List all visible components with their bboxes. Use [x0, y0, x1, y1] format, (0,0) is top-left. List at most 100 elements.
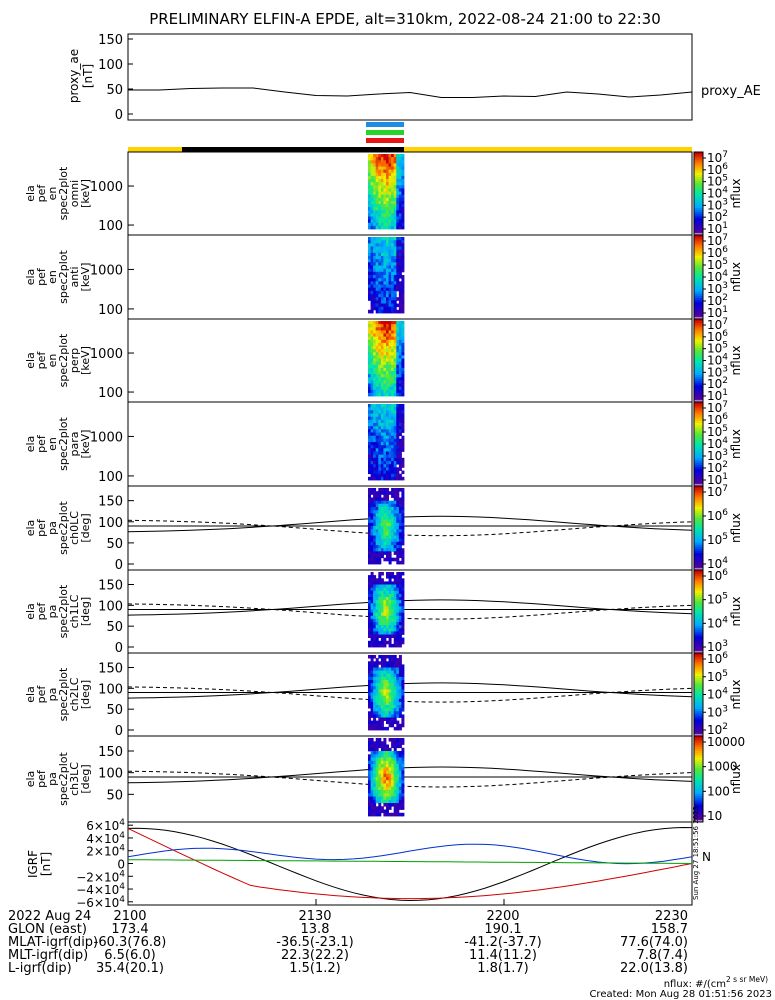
spectrogram-cell [396, 154, 400, 158]
spectrogram-cell [370, 410, 374, 414]
spectrogram-cell [398, 416, 402, 421]
spectrogram-cell [375, 352, 379, 356]
spectrogram-cell [383, 809, 387, 814]
spectrogram-cell [375, 361, 379, 366]
spectrogram-cell [393, 497, 397, 502]
spectrogram-cell [396, 615, 400, 620]
spectrogram-cell [375, 793, 379, 797]
colorbar-cell [694, 414, 703, 418]
colorbar-cell [694, 813, 703, 816]
spectrogram-cell [380, 464, 384, 468]
spectrogram-cell [393, 259, 397, 263]
spectrogram-cell [386, 661, 389, 665]
spectrogram-cell [375, 670, 379, 675]
spectrogram-cell [388, 361, 392, 366]
colorbar-cell [694, 425, 703, 428]
spectrogram-cell [401, 584, 405, 588]
spectrogram-cell [373, 188, 377, 192]
spectrogram-cell [393, 377, 397, 381]
spectrogram-cell [393, 256, 397, 260]
spectrogram-cell [368, 519, 371, 524]
spectrogram-cell [375, 225, 379, 230]
spectrogram-cell [370, 600, 374, 604]
spectrogram-cell [370, 634, 374, 638]
spectrogram-cell [388, 637, 392, 642]
spectrogram-cell [383, 631, 387, 635]
colorbar-cell [694, 621, 703, 625]
spectrogram-cell [393, 664, 397, 668]
spectrogram-cell [380, 655, 384, 659]
spectrogram-cell [380, 714, 384, 718]
spectrogram-cell [368, 803, 371, 807]
spectrogram-cell [398, 680, 402, 684]
spectrogram-cell [373, 225, 377, 230]
spectrogram-cell [393, 358, 397, 362]
loss-cone-line [127, 682, 693, 699]
plot-title: PRELIMINARY ELFIN-A EPDE, alt=310km, 202… [149, 10, 661, 28]
spectrogram-cell [396, 720, 400, 725]
spectrogram-cell [373, 503, 377, 508]
spectrogram-cell [375, 494, 379, 498]
spectrogram-cell [375, 287, 379, 292]
spectrogram-cell [368, 723, 371, 728]
spectrogram-cell [398, 442, 402, 446]
spectrogram-cell [401, 609, 405, 613]
spectrogram-cell [375, 457, 379, 462]
spectrogram-cell [388, 259, 392, 263]
colorbar-cell [694, 444, 703, 447]
spectrogram-cell [386, 692, 389, 696]
spectrogram-cell [383, 470, 387, 475]
spectrogram-cell [386, 268, 389, 273]
spectrogram-cell [370, 806, 374, 810]
spectrogram-cell [383, 321, 387, 325]
spectrogram-cell [378, 491, 382, 495]
spectrogram-cell [393, 321, 397, 325]
colorbar-cell [694, 567, 703, 571]
spectrogram-cell [373, 210, 377, 214]
spectrogram-cell [383, 799, 387, 804]
spectrogram-cell [393, 705, 397, 709]
colorbar-cell [694, 690, 703, 693]
spectrogram-cell [383, 419, 387, 424]
spectrogram-cell [373, 726, 377, 731]
spectrogram-cell [375, 747, 379, 752]
spectrogram-cell [378, 541, 382, 546]
spectrogram-cell [398, 488, 402, 492]
spectrogram-cell [373, 705, 377, 709]
spectrogram-cell [378, 429, 382, 433]
spectrogram-cell [370, 500, 374, 505]
spectrogram-cell [368, 476, 371, 481]
spectrogram-cell [378, 355, 382, 359]
spectrogram-cell [401, 259, 405, 263]
spectrogram-cell [401, 701, 405, 706]
spectrogram-cell [386, 757, 389, 762]
spectrogram-cell [388, 473, 392, 478]
spectrogram-cell [401, 522, 405, 527]
colorbar-cell [694, 258, 703, 261]
spectrogram-cell [368, 157, 371, 161]
colorbar-cell [694, 199, 703, 203]
spectrogram-cell [396, 541, 400, 546]
spectrogram-cell [396, 631, 400, 635]
spectrogram-cell [386, 219, 389, 224]
spectrogram-cell [393, 389, 397, 394]
spectrogram-cell [388, 661, 392, 665]
spectrogram-cell [398, 166, 402, 170]
colorbar-cell [694, 368, 703, 372]
colorbar-cell [694, 385, 703, 388]
spectrogram-cell [396, 786, 400, 791]
spectrogram-cell [375, 172, 379, 177]
spectrogram-cell [388, 587, 392, 592]
spectrogram-cell [398, 612, 402, 617]
spectrogram-cell [393, 625, 397, 629]
spectrogram-cell [396, 809, 400, 814]
spectrogram-cell [398, 213, 402, 217]
superscript: 6 [722, 329, 728, 339]
spectrogram-cell [383, 197, 387, 202]
spectrogram-cell [383, 175, 387, 180]
spectrogram-cell [398, 554, 402, 559]
spectrogram-cell [393, 535, 397, 540]
colorbar-cell [694, 237, 703, 240]
spectrogram-cell [375, 519, 379, 524]
spectrogram-cell [391, 593, 395, 598]
